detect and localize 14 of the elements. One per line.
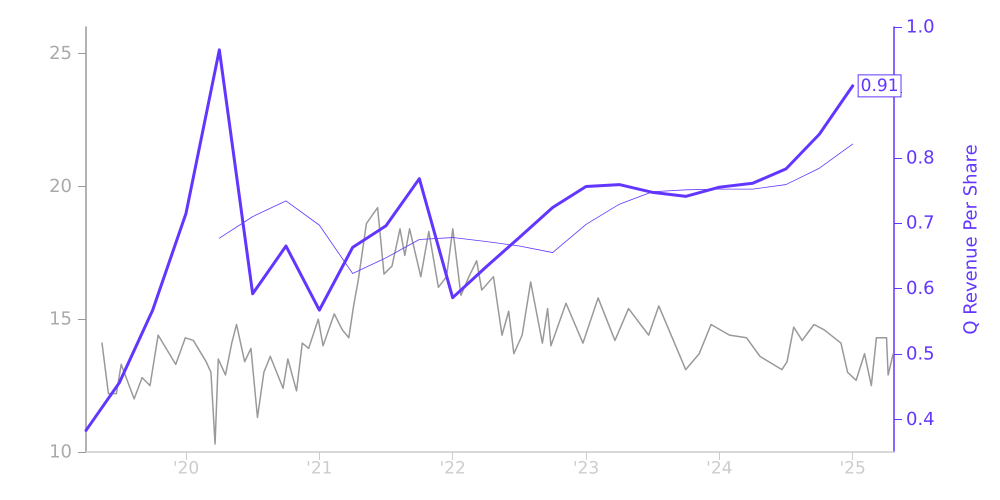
y-tick-label: 10 — [49, 442, 72, 462]
y2-tick-label: 0.7 — [906, 212, 935, 234]
y-tick-label: 15 — [49, 308, 72, 330]
y2-tick-label: 0.4 — [906, 408, 935, 430]
y2-tick-label: 0.6 — [906, 278, 935, 300]
y2-tick-label: 0.8 — [906, 147, 935, 168]
line-series — [101, 206, 894, 445]
y2-axis-title: Q Revenue Per Share — [960, 144, 982, 335]
y2-tick-label: 1.0 — [906, 16, 935, 38]
y-tick-label: 20 — [49, 176, 72, 197]
y2-tick-label: 0.5 — [906, 343, 935, 364]
data-label: 0.91 — [860, 76, 899, 96]
y-tick-label: 25 — [49, 43, 72, 64]
line-series — [84, 48, 854, 432]
